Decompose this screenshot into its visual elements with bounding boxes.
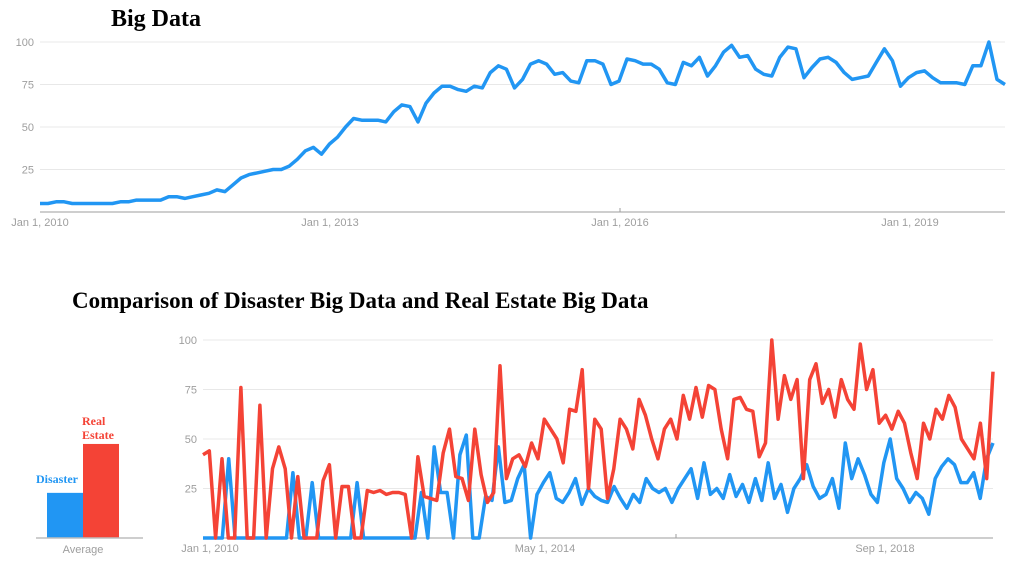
x-tick-label: May 1, 2014	[515, 543, 576, 555]
bar-label-real-estate: Real Estate	[82, 414, 114, 442]
chart1-title: Big Data	[111, 6, 201, 32]
x-tick-label: Jan 1, 2019	[881, 217, 939, 229]
x-tick-label: Jan 1, 2010	[181, 543, 239, 555]
bar-x-label: Average	[63, 544, 104, 556]
x-tick-label: Sep 1, 2018	[855, 543, 914, 555]
y-tick-label: 100	[16, 37, 34, 49]
y-tick-label: 50	[22, 122, 34, 134]
x-tick-label: Jan 1, 2016	[591, 217, 649, 229]
y-tick-label: 75	[22, 80, 34, 92]
y-tick-label: 100	[179, 335, 197, 347]
y-tick-label: 50	[185, 434, 197, 446]
series-line-big-data	[40, 40, 1006, 206]
y-tick-label: 25	[22, 165, 34, 177]
x-tick-label: Jan 1, 2013	[301, 217, 359, 229]
chart2-title: Comparison of Disaster Big Data and Real…	[72, 288, 649, 313]
bar-real-estate	[83, 443, 119, 538]
y-tick-label: 25	[185, 484, 197, 496]
series-line-real-estate	[202, 338, 995, 540]
bar-disaster	[47, 492, 83, 538]
x-tick-label: Jan 1, 2010	[11, 217, 69, 229]
bar-label-disaster: Disaster	[36, 472, 78, 486]
y-tick-label: 75	[185, 385, 197, 397]
